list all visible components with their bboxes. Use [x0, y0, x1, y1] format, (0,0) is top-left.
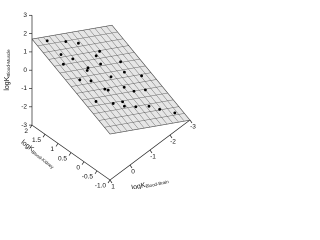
x-tick: [94, 170, 98, 175]
point: [119, 60, 122, 64]
point: [147, 104, 151, 108]
y-tick: [109, 179, 113, 184]
point: [45, 39, 49, 43]
chart: -3-2-10123-1.0-0.500.511.52-3-2-101logKB…: [4, 12, 196, 189]
point: [77, 41, 80, 45]
point: [158, 107, 162, 111]
ylabel-title: logKBlood-Brain: [131, 177, 170, 189]
tick-label: -0.5: [82, 174, 94, 181]
surface-grid: [60, 34, 139, 130]
title-base: logK: [131, 182, 146, 189]
tick-label: -2: [170, 139, 176, 146]
tick-label: 0: [23, 67, 27, 74]
x-tick: [29, 124, 33, 129]
point: [121, 100, 124, 104]
title-sub: Blood-Muscle: [6, 49, 11, 77]
zlabel-title: logKBlood-Muscle: [4, 49, 11, 91]
point: [140, 74, 144, 78]
tick-label: 2: [23, 30, 27, 37]
point: [123, 70, 126, 74]
point: [85, 69, 89, 72]
tick-label: 0: [76, 164, 80, 171]
surface-grid: [71, 32, 151, 128]
tick-label: 1: [111, 184, 115, 189]
surface-grid: [48, 45, 129, 60]
point: [64, 40, 68, 43]
tick-label: -1: [150, 154, 156, 161]
x-tick: [68, 152, 72, 156]
point: [71, 57, 75, 61]
surface-grid: [54, 34, 134, 131]
point: [86, 66, 90, 70]
tick-label: -1: [21, 85, 27, 92]
y-tick: [189, 119, 193, 124]
title-base: logK: [4, 76, 11, 90]
y-tick: [149, 149, 153, 154]
surface-grid: [66, 33, 145, 129]
title-sub: Blood-Brain: [145, 179, 170, 189]
y-tick: [129, 164, 133, 169]
point: [78, 78, 82, 82]
point: [132, 89, 136, 93]
tick-label: -1.0: [95, 183, 107, 189]
x-tick: [42, 134, 46, 138]
point: [106, 88, 110, 92]
point: [62, 62, 65, 66]
tick-label: 1: [50, 146, 54, 153]
x-tick: [55, 143, 59, 147]
tick-label: 0.5: [58, 155, 67, 162]
point: [122, 85, 126, 89]
point: [99, 62, 102, 66]
surface-grid: [65, 65, 146, 80]
surface-grid: [43, 36, 122, 133]
point: [109, 75, 113, 79]
point: [111, 102, 115, 105]
tick-label: -2: [21, 104, 27, 111]
point: [144, 88, 147, 92]
x-tick: [107, 179, 111, 184]
point: [173, 111, 177, 115]
tick-label: 0: [131, 169, 135, 176]
tick-label: 1: [23, 49, 27, 56]
surface-grid: [48, 35, 128, 132]
point: [59, 53, 63, 56]
point: [89, 79, 93, 83]
surface-grid: [37, 31, 118, 47]
tick-label: -3: [190, 124, 196, 131]
point: [98, 49, 101, 53]
tick-label: 2: [24, 128, 28, 135]
point: [94, 54, 98, 58]
tick-label: 1.5: [32, 137, 41, 144]
surface-grid: [37, 37, 116, 134]
point: [94, 100, 98, 103]
tick-label: 3: [23, 12, 27, 19]
x-tick: [81, 161, 85, 165]
y-tick: [169, 134, 173, 139]
point: [134, 105, 138, 109]
surface-grid: [59, 58, 140, 74]
surface-grid: [43, 38, 124, 53]
point: [123, 104, 126, 108]
point: [103, 87, 107, 91]
tick-label: -3: [21, 122, 27, 129]
surface-grid: [54, 52, 135, 67]
